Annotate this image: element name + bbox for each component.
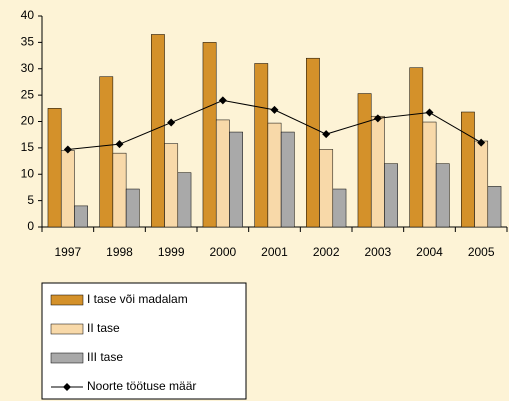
point <box>425 108 434 117</box>
x-tick-label: 1997 <box>54 245 81 259</box>
y-tick-label: 0 <box>27 219 34 233</box>
legend-swatch <box>50 294 84 306</box>
legend-swatch <box>50 352 84 364</box>
bar <box>112 152 127 228</box>
bar <box>280 131 295 228</box>
x-tick-label: 1998 <box>106 245 133 259</box>
bar <box>332 188 347 228</box>
x-tick-label: 2001 <box>261 245 288 259</box>
y-tick-label: 10 <box>21 166 35 180</box>
point <box>322 130 331 139</box>
bar <box>254 63 269 228</box>
y-tick-label: 30 <box>21 61 35 75</box>
point <box>373 114 382 123</box>
x-tick-label: 1999 <box>158 245 185 259</box>
point <box>477 138 486 147</box>
bar <box>435 163 450 228</box>
bar <box>60 150 75 228</box>
bar <box>99 76 114 228</box>
bar <box>47 108 62 228</box>
legend-label: Noorte töötuse määr <box>87 379 196 393</box>
x-tick-label: 2002 <box>313 245 340 259</box>
y-tick-label: 15 <box>21 140 35 154</box>
bar <box>267 122 282 228</box>
y-tick-label: 35 <box>21 35 35 49</box>
y-tick-label: 20 <box>21 114 35 128</box>
bar <box>177 172 192 228</box>
point <box>63 145 72 154</box>
bar <box>487 186 502 228</box>
bar <box>74 205 88 228</box>
y-tick-label: 5 <box>27 193 34 207</box>
legend-label: II tase <box>87 321 120 335</box>
x-tick-label: 2004 <box>416 245 443 259</box>
x-tick-label: 2000 <box>209 245 236 259</box>
bar <box>461 111 475 228</box>
bar <box>357 93 372 228</box>
legend-marker <box>63 383 71 391</box>
bar <box>409 67 424 228</box>
bar <box>474 140 489 228</box>
bar <box>319 149 334 228</box>
y-tick-label: 25 <box>21 87 35 101</box>
bar <box>422 121 437 228</box>
bar <box>370 115 385 228</box>
bar <box>151 34 165 228</box>
x-tick-label: 2003 <box>364 245 391 259</box>
legend-swatch <box>50 323 84 335</box>
bar <box>164 143 179 228</box>
bar <box>384 163 398 228</box>
point <box>115 140 124 149</box>
legend-label: I tase või madalam <box>87 292 188 306</box>
bar <box>202 42 217 228</box>
bar <box>306 57 320 228</box>
y-tick-label: 40 <box>21 8 35 22</box>
bar <box>125 188 140 228</box>
bar <box>215 119 230 228</box>
point <box>270 105 279 114</box>
point <box>167 118 176 127</box>
bar <box>229 131 243 228</box>
x-tick-label: 2005 <box>468 245 495 259</box>
legend-label: III tase <box>87 350 123 364</box>
point <box>218 96 227 105</box>
